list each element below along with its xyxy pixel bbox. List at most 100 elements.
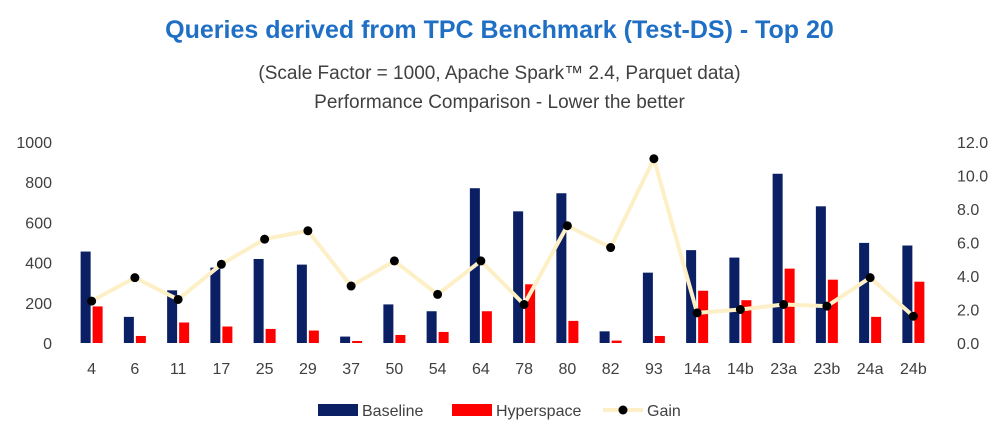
x-axis-tick-label: 50	[385, 361, 403, 378]
bar-hyperspace	[568, 320, 579, 343]
y2-axis-tick-label: 6.0	[957, 236, 979, 253]
x-axis-tick-label: 64	[472, 361, 490, 378]
y-axis-tick-label: 600	[25, 215, 52, 232]
chart-subtitle: (Scale Factor = 1000, Apache Spark™ 2.4,…	[258, 63, 741, 84]
bar-baseline	[123, 316, 134, 343]
bar-baseline	[383, 304, 394, 343]
bar-baseline	[642, 272, 653, 343]
x-axis-tick-label: 24b	[900, 361, 927, 378]
x-axis-tick-label: 93	[645, 361, 663, 378]
bar-hyperspace	[92, 306, 103, 343]
bar-hyperspace	[352, 340, 363, 343]
point-gain	[433, 289, 443, 299]
point-gain	[260, 234, 270, 244]
y2-axis-tick-label: 8.0	[957, 202, 979, 219]
y2-axis-tick-label: 12.0	[957, 135, 988, 152]
legend-swatch-hyperspace	[452, 404, 492, 416]
y2-axis-tick-label: 4.0	[957, 269, 979, 286]
point-gain	[216, 259, 226, 269]
point-gain	[476, 256, 486, 266]
point-gain	[865, 273, 875, 283]
bar-hyperspace	[914, 281, 925, 343]
point-gain	[389, 256, 399, 266]
y-axis-tick-label: 800	[25, 175, 52, 192]
bar-baseline	[340, 336, 351, 343]
chart-title: Queries derived from TPC Benchmark (Test…	[165, 16, 834, 44]
bar-baseline	[253, 258, 264, 343]
y-axis-tick-label: 400	[25, 256, 52, 273]
bar-baseline	[296, 264, 307, 343]
bar-hyperspace	[308, 330, 319, 343]
x-axis-tick-label: 78	[515, 361, 533, 378]
bar-baseline	[210, 267, 221, 343]
bar-hyperspace	[438, 331, 449, 343]
series-line-gain	[90, 156, 915, 318]
bar-baseline	[556, 193, 567, 343]
point-gain	[692, 308, 702, 318]
point-gain	[346, 281, 356, 291]
y2-axis-tick-label: 2.0	[957, 303, 979, 320]
bar-hyperspace	[525, 284, 536, 343]
bar-baseline	[599, 331, 610, 343]
legend-marker-gain	[618, 405, 628, 415]
bar-baseline	[859, 242, 870, 343]
x-axis-tick-label: 4	[87, 361, 96, 378]
bar-baseline	[815, 206, 826, 343]
point-gain	[822, 301, 832, 311]
point-gain	[519, 299, 529, 309]
bar-hyperspace	[481, 311, 492, 343]
legend-label-baseline: Baseline	[362, 403, 423, 420]
bar-hyperspace	[698, 290, 709, 343]
x-axis-tick-label: 24a	[857, 361, 884, 378]
point-gain	[87, 296, 97, 306]
point-gain	[130, 273, 140, 283]
x-axis-tick-label: 11	[170, 361, 187, 378]
x-axis-tick-label: 23b	[814, 361, 841, 378]
y-axis-tick-label: 0	[43, 336, 52, 353]
x-axis-tick-label: 17	[212, 361, 230, 378]
bar-hyperspace	[222, 326, 233, 343]
bar-baseline	[167, 290, 178, 343]
legend-swatch-baseline	[318, 404, 358, 416]
x-axis-tick-label: 23a	[770, 361, 797, 378]
x-axis-tick-label: 80	[558, 361, 576, 378]
x-axis-tick-label: 14b	[727, 361, 754, 378]
x-axis-tick-label: 25	[256, 361, 274, 378]
y2-axis-tick-label: 10.0	[957, 169, 988, 186]
bar-hyperspace	[395, 334, 406, 343]
legend-label-hyperspace: Hyperspace	[496, 403, 581, 420]
point-gain	[303, 226, 313, 236]
point-gain	[173, 294, 183, 304]
y-axis-tick-label: 1000	[16, 135, 52, 152]
point-gain	[606, 243, 616, 253]
y-axis-tick-label: 200	[25, 296, 52, 313]
y2-axis-tick-label: 0.0	[957, 336, 979, 353]
x-axis-tick-label: 14a	[684, 361, 711, 378]
x-axis-tick-label: 37	[342, 361, 360, 378]
bar-baseline	[729, 257, 740, 343]
point-gain	[779, 299, 789, 309]
point-gain	[562, 221, 572, 231]
bar-baseline	[902, 245, 913, 343]
bar-hyperspace	[179, 322, 190, 343]
legend-label-gain: Gain	[647, 403, 681, 420]
x-axis-tick-label: 54	[429, 361, 447, 378]
point-gain	[649, 154, 659, 164]
bar-baseline	[513, 211, 524, 343]
chart-subtitle-2: Performance Comparison - Lower the bette…	[314, 92, 685, 113]
bar-baseline	[426, 311, 437, 343]
point-gain	[735, 305, 745, 314]
bar-hyperspace	[827, 279, 838, 343]
x-axis-tick-label: 29	[299, 361, 317, 378]
bar-hyperspace	[265, 328, 276, 343]
bar-hyperspace	[611, 340, 622, 343]
bar-baseline	[772, 173, 783, 343]
point-gain	[908, 311, 918, 321]
bar-baseline	[80, 251, 91, 343]
bar-hyperspace	[654, 335, 665, 343]
x-axis-tick-label: 6	[130, 361, 139, 378]
bar-hyperspace	[741, 300, 752, 343]
x-axis-tick-label: 82	[602, 361, 620, 378]
bar-hyperspace	[871, 316, 882, 343]
